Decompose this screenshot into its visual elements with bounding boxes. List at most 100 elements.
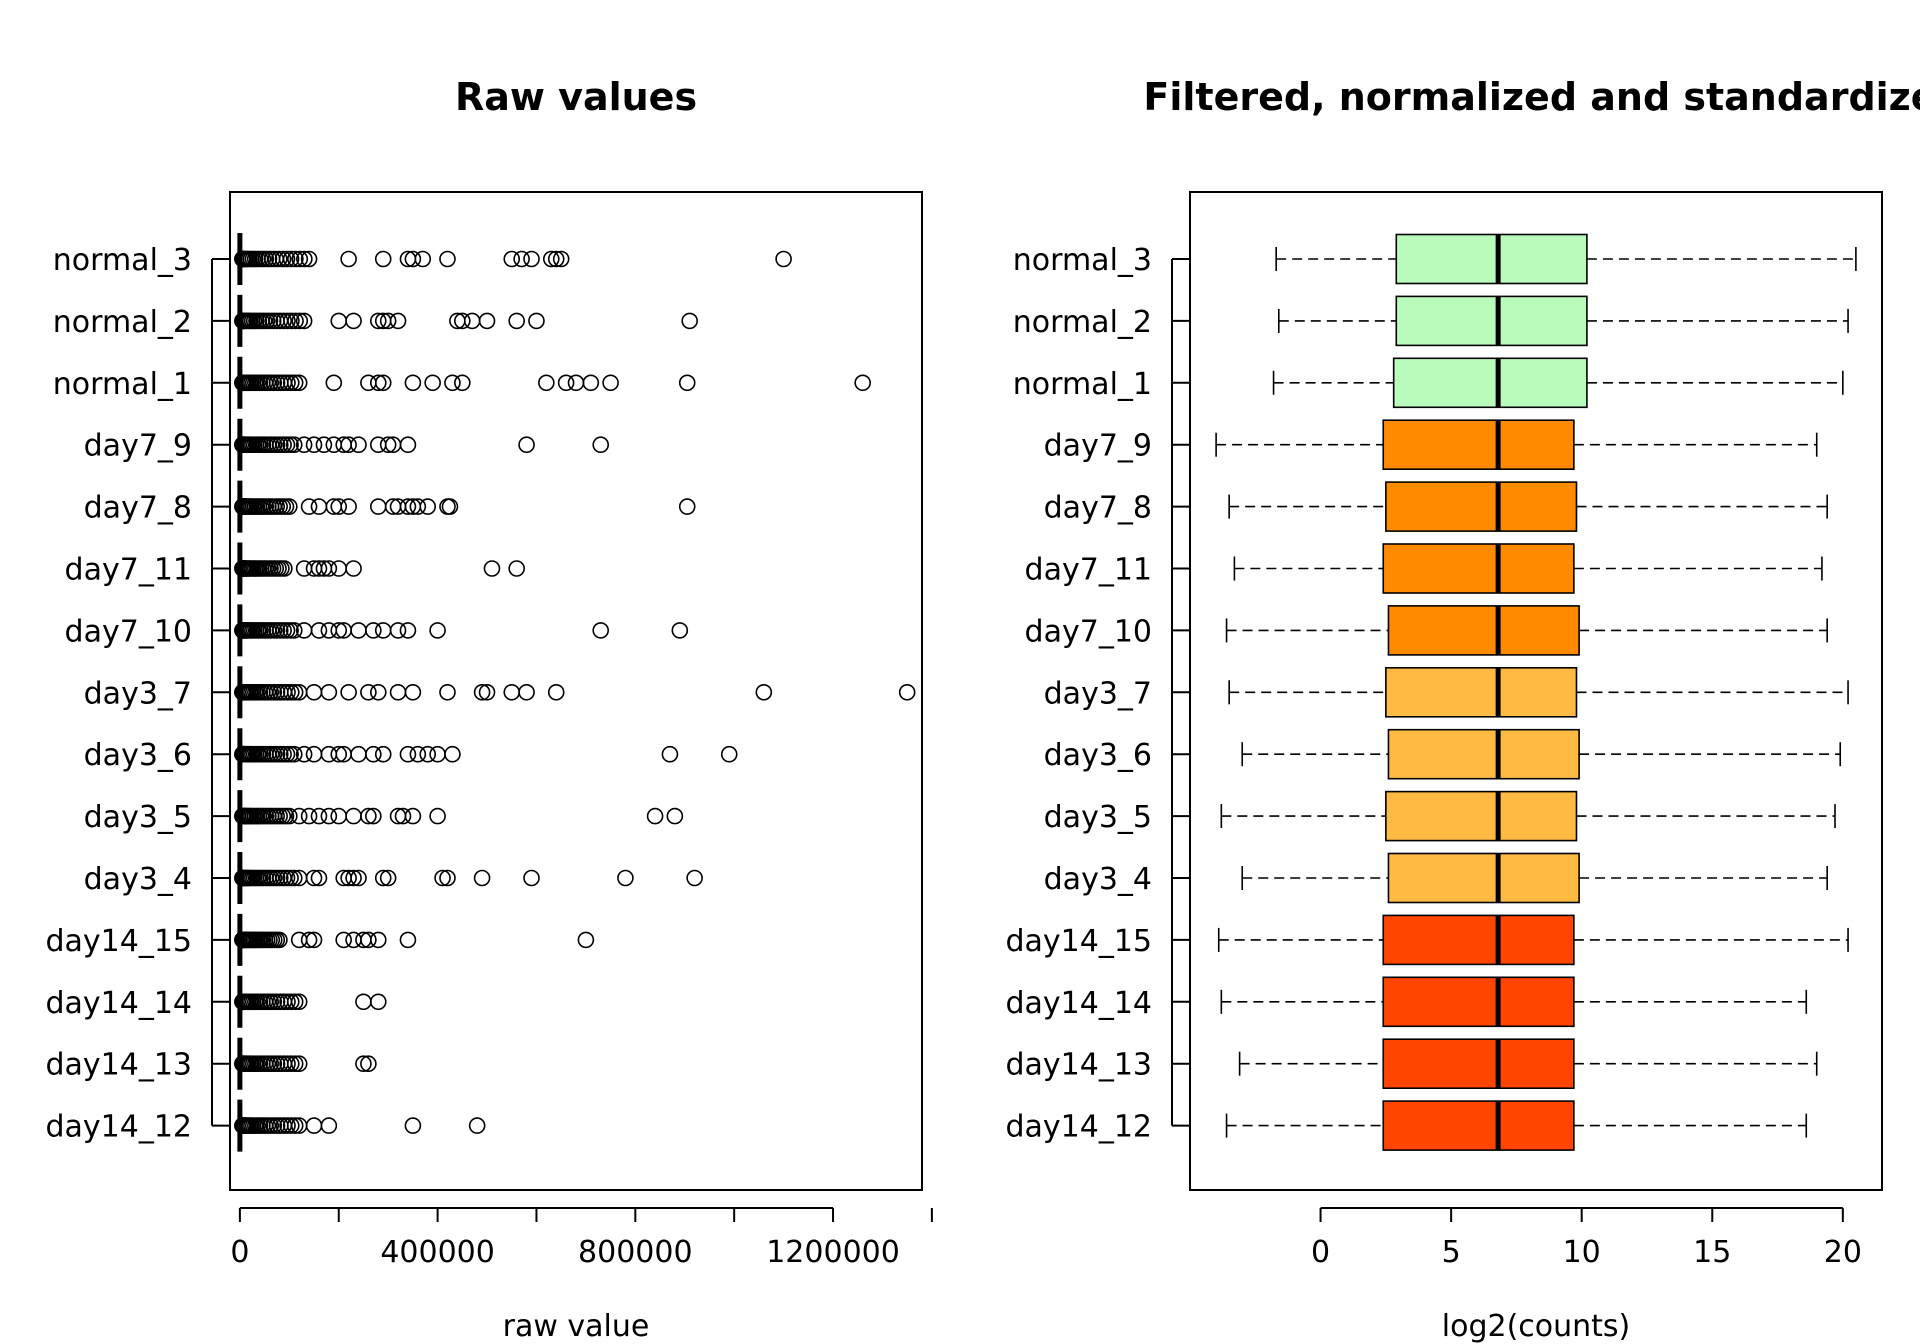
raw-outlier-point (278, 745, 296, 763)
box-y-tick-label: day7_8 (1044, 491, 1152, 526)
raw-outlier-point (325, 374, 343, 392)
raw-outlier-point (320, 807, 338, 825)
raw-outlier-point (424, 374, 441, 392)
normalized-plot-frame (1189, 191, 1883, 1191)
raw-outlier-point (523, 250, 540, 268)
raw-outlier-point (473, 869, 491, 887)
raw-outlier-point (399, 436, 417, 454)
raw-outlier-point (389, 622, 407, 639)
raw-outlier-point (310, 622, 328, 639)
raw-outlier-point (274, 250, 292, 268)
box-iqr (1387, 852, 1580, 904)
raw-outlier-point (399, 622, 417, 639)
raw-outlier-point (503, 250, 521, 268)
raw-outlier-point (374, 745, 392, 763)
raw-y-tick-label: day14_15 (45, 924, 192, 959)
raw-x-tick-label: 400000 (380, 1235, 495, 1270)
box-iqr (1382, 1100, 1575, 1151)
box-x-tick-label: 5 (1442, 1235, 1461, 1270)
raw-outlier-point (528, 312, 545, 330)
box-x-tick-label: 15 (1693, 1235, 1731, 1270)
raw-outlier-point (646, 807, 664, 825)
raw-outlier-point (678, 374, 696, 392)
raw-outlier-point (279, 312, 296, 330)
box-iqr (1392, 357, 1588, 409)
raw-outlier-point (300, 498, 318, 515)
raw-outlier-point (547, 250, 565, 268)
raw-outlier-point (286, 1055, 304, 1072)
raw-outlier-point (281, 498, 298, 515)
raw-outlier-point (686, 869, 703, 887)
box-iqr (1395, 295, 1588, 347)
box-iqr (1382, 543, 1575, 594)
raw-outlier-point (295, 745, 313, 763)
box-iqr (1382, 914, 1575, 966)
raw-outlier-point (409, 745, 427, 763)
raw-outlier-point (681, 312, 698, 330)
raw-outlier-point (508, 312, 525, 330)
raw-outlier-point (278, 622, 296, 639)
raw-outlier-point (305, 436, 323, 454)
raw-y-tick-label: day3_6 (84, 738, 192, 773)
raw-outlier-point (592, 622, 610, 639)
raw-outlier-point (508, 560, 525, 577)
raw-plot-frame (229, 191, 923, 1191)
raw-outlier-point (854, 374, 871, 392)
raw-outlier-point (439, 683, 456, 701)
raw-outlier-point (279, 1055, 296, 1072)
raw-y-tick-label: day14_14 (45, 986, 192, 1021)
raw-outlier-point (287, 312, 304, 330)
raw-outlier-point (898, 683, 916, 701)
raw-outlier-point (404, 1117, 422, 1134)
raw-outlier-point (315, 436, 333, 454)
box-marks: 0 5 10 15 20 normal_3 normal_2 normal_1 day7_9da… (1005, 233, 1862, 1270)
raw-y-tick-label: day3_4 (84, 862, 192, 897)
box-x-tick-label: 20 (1824, 1235, 1862, 1270)
raw-y-tick-label: day7_11 (65, 553, 192, 588)
raw-outlier-point (557, 374, 575, 392)
raw-outlier-point (483, 560, 501, 577)
raw-outlier-point (285, 436, 303, 454)
raw-outlier-point (282, 374, 300, 392)
raw-outlier-point (513, 250, 530, 268)
raw-x-axis-label: raw value (503, 1309, 650, 1344)
raw-outlier-point (286, 1117, 304, 1134)
raw-outlier-point (335, 931, 352, 949)
raw-outlier-point (478, 312, 496, 330)
raw-outlier-point (286, 993, 304, 1011)
raw-outlier-point (404, 683, 422, 701)
raw-outlier-point (330, 622, 348, 639)
raw-outlier-point (374, 250, 392, 268)
raw-outlier-point (310, 807, 328, 825)
raw-outlier-point (444, 745, 461, 763)
raw-outlier-point (282, 1117, 300, 1134)
raw-outlier-point (282, 250, 300, 268)
raw-outlier-point (365, 745, 382, 763)
raw-outlier-point (290, 807, 308, 825)
box-y-tick-label: day7_10 (1025, 614, 1152, 649)
raw-outlier-point (592, 436, 610, 454)
raw-outlier-point (365, 622, 382, 639)
raw-outlier-point (454, 374, 471, 392)
raw-outlier-point (340, 250, 357, 268)
raw-outlier-point (399, 745, 417, 763)
box-y-tick-label: normal_1 (1013, 367, 1152, 402)
raw-outlier-point (429, 622, 446, 639)
box-iqr (1385, 790, 1578, 842)
raw-outlier-point (286, 683, 304, 701)
normalized-x-axis-label: log2(counts) (1442, 1309, 1631, 1344)
raw-y-tick-label: day7_9 (84, 429, 192, 464)
box-x-tick-label: 0 (1311, 1235, 1330, 1270)
raw-outlier-point (547, 683, 565, 701)
raw-outlier-point (355, 1055, 372, 1072)
box-y-tick-label: day7_11 (1025, 553, 1152, 588)
raw-y-tick-label: day7_8 (84, 491, 192, 526)
raw-outlier-point (441, 498, 459, 515)
box-y-tick-label: day14_12 (1005, 1110, 1152, 1145)
normalized-panel-title: Filtered, normalized and standardize (1143, 75, 1920, 119)
raw-y-tick-label: normal_2 (53, 305, 192, 340)
raw-outlier-point (310, 869, 328, 887)
raw-outlier-point (379, 869, 397, 887)
raw-outlier-point (275, 312, 293, 330)
